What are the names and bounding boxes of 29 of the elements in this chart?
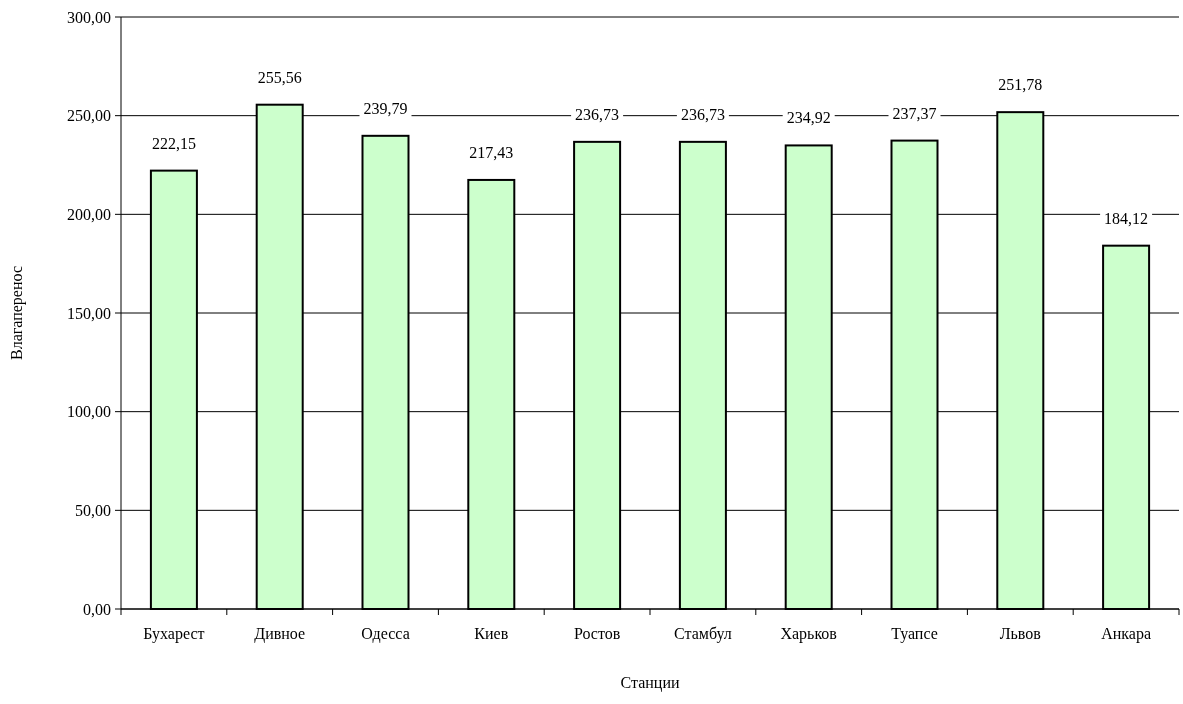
x-tick-label: Стамбул xyxy=(674,625,732,643)
y-tick-label: 300,00 xyxy=(67,8,111,26)
y-axis-title: Влагаперенос xyxy=(8,265,26,361)
x-tick-label: Анкара xyxy=(1101,625,1152,643)
x-tick-label: Дивное xyxy=(254,625,306,643)
data-label: 239,79 xyxy=(363,99,408,117)
data-label: 236,73 xyxy=(680,105,725,123)
y-tick-label: 200,00 xyxy=(67,205,111,223)
y-tick-label: 150,00 xyxy=(67,304,111,322)
data-label: 184,12 xyxy=(1104,209,1149,227)
data-label: 251,78 xyxy=(998,76,1043,94)
x-tick-label: Киев xyxy=(474,625,509,642)
x-axis-title: Станции xyxy=(620,674,680,692)
x-tick-label: Харьков xyxy=(780,625,838,643)
y-tick-label: 0,00 xyxy=(83,600,111,618)
data-label: 217,43 xyxy=(469,143,514,161)
data-label: 237,37 xyxy=(892,104,937,122)
x-tick-label: Туапсе xyxy=(891,625,938,643)
x-tick-label: Одесса xyxy=(361,625,410,643)
data-label: 236,73 xyxy=(575,105,620,123)
data-label: 222,15 xyxy=(151,134,196,152)
data-label: 255,56 xyxy=(257,68,302,86)
y-tick-label: 100,00 xyxy=(67,403,111,421)
x-tick-label: Ростов xyxy=(573,625,621,642)
x-tick-label: Бухарест xyxy=(143,625,205,643)
y-tick-label: 250,00 xyxy=(67,107,111,125)
y-tick-label: 50,00 xyxy=(75,501,111,519)
x-tick-label: Львов xyxy=(999,625,1042,642)
data-label: 234,92 xyxy=(786,109,831,127)
